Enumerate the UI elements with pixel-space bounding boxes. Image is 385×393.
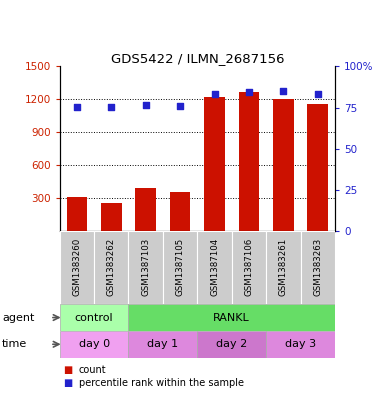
Text: GSM1383261: GSM1383261: [279, 237, 288, 296]
Text: agent: agent: [2, 312, 34, 323]
Text: GSM1387103: GSM1387103: [141, 237, 150, 296]
Text: day 2: day 2: [216, 339, 247, 349]
Bar: [60, 304, 129, 331]
Bar: [307, 104, 328, 231]
Text: day 3: day 3: [285, 339, 316, 349]
Bar: [204, 97, 225, 231]
Text: GSM1383262: GSM1383262: [107, 237, 116, 296]
Text: day 0: day 0: [79, 339, 110, 349]
Point: [142, 102, 149, 108]
Text: GSM1387105: GSM1387105: [176, 237, 185, 296]
Point: [315, 90, 321, 97]
Text: count: count: [79, 365, 107, 375]
Bar: [197, 331, 266, 358]
Bar: [129, 331, 197, 358]
Text: control: control: [75, 312, 114, 323]
Bar: [197, 231, 232, 304]
Point: [246, 89, 252, 95]
Text: GSM1387104: GSM1387104: [210, 237, 219, 296]
Point: [74, 104, 80, 110]
Bar: [60, 331, 129, 358]
Bar: [266, 331, 335, 358]
Bar: [67, 197, 87, 231]
Bar: [232, 231, 266, 304]
Text: GSM1383260: GSM1383260: [72, 237, 81, 296]
Bar: [94, 231, 129, 304]
Bar: [60, 231, 94, 304]
Text: RANKL: RANKL: [213, 312, 250, 323]
Point: [211, 90, 218, 97]
Bar: [163, 231, 197, 304]
Bar: [129, 231, 163, 304]
Bar: [239, 92, 259, 231]
Text: percentile rank within the sample: percentile rank within the sample: [79, 378, 244, 388]
Bar: [301, 231, 335, 304]
Text: GSM1387106: GSM1387106: [244, 237, 253, 296]
Bar: [170, 192, 191, 231]
Point: [108, 104, 114, 110]
Point: [280, 88, 286, 94]
Bar: [136, 188, 156, 231]
Text: day 1: day 1: [147, 339, 179, 349]
Title: GDS5422 / ILMN_2687156: GDS5422 / ILMN_2687156: [110, 52, 284, 65]
Text: ■: ■: [64, 378, 73, 388]
Bar: [129, 304, 335, 331]
Text: ■: ■: [64, 365, 73, 375]
Bar: [101, 203, 122, 231]
Point: [177, 103, 183, 109]
Text: GSM1383263: GSM1383263: [313, 237, 322, 296]
Text: time: time: [2, 339, 27, 349]
Bar: [273, 99, 294, 231]
Bar: [266, 231, 301, 304]
